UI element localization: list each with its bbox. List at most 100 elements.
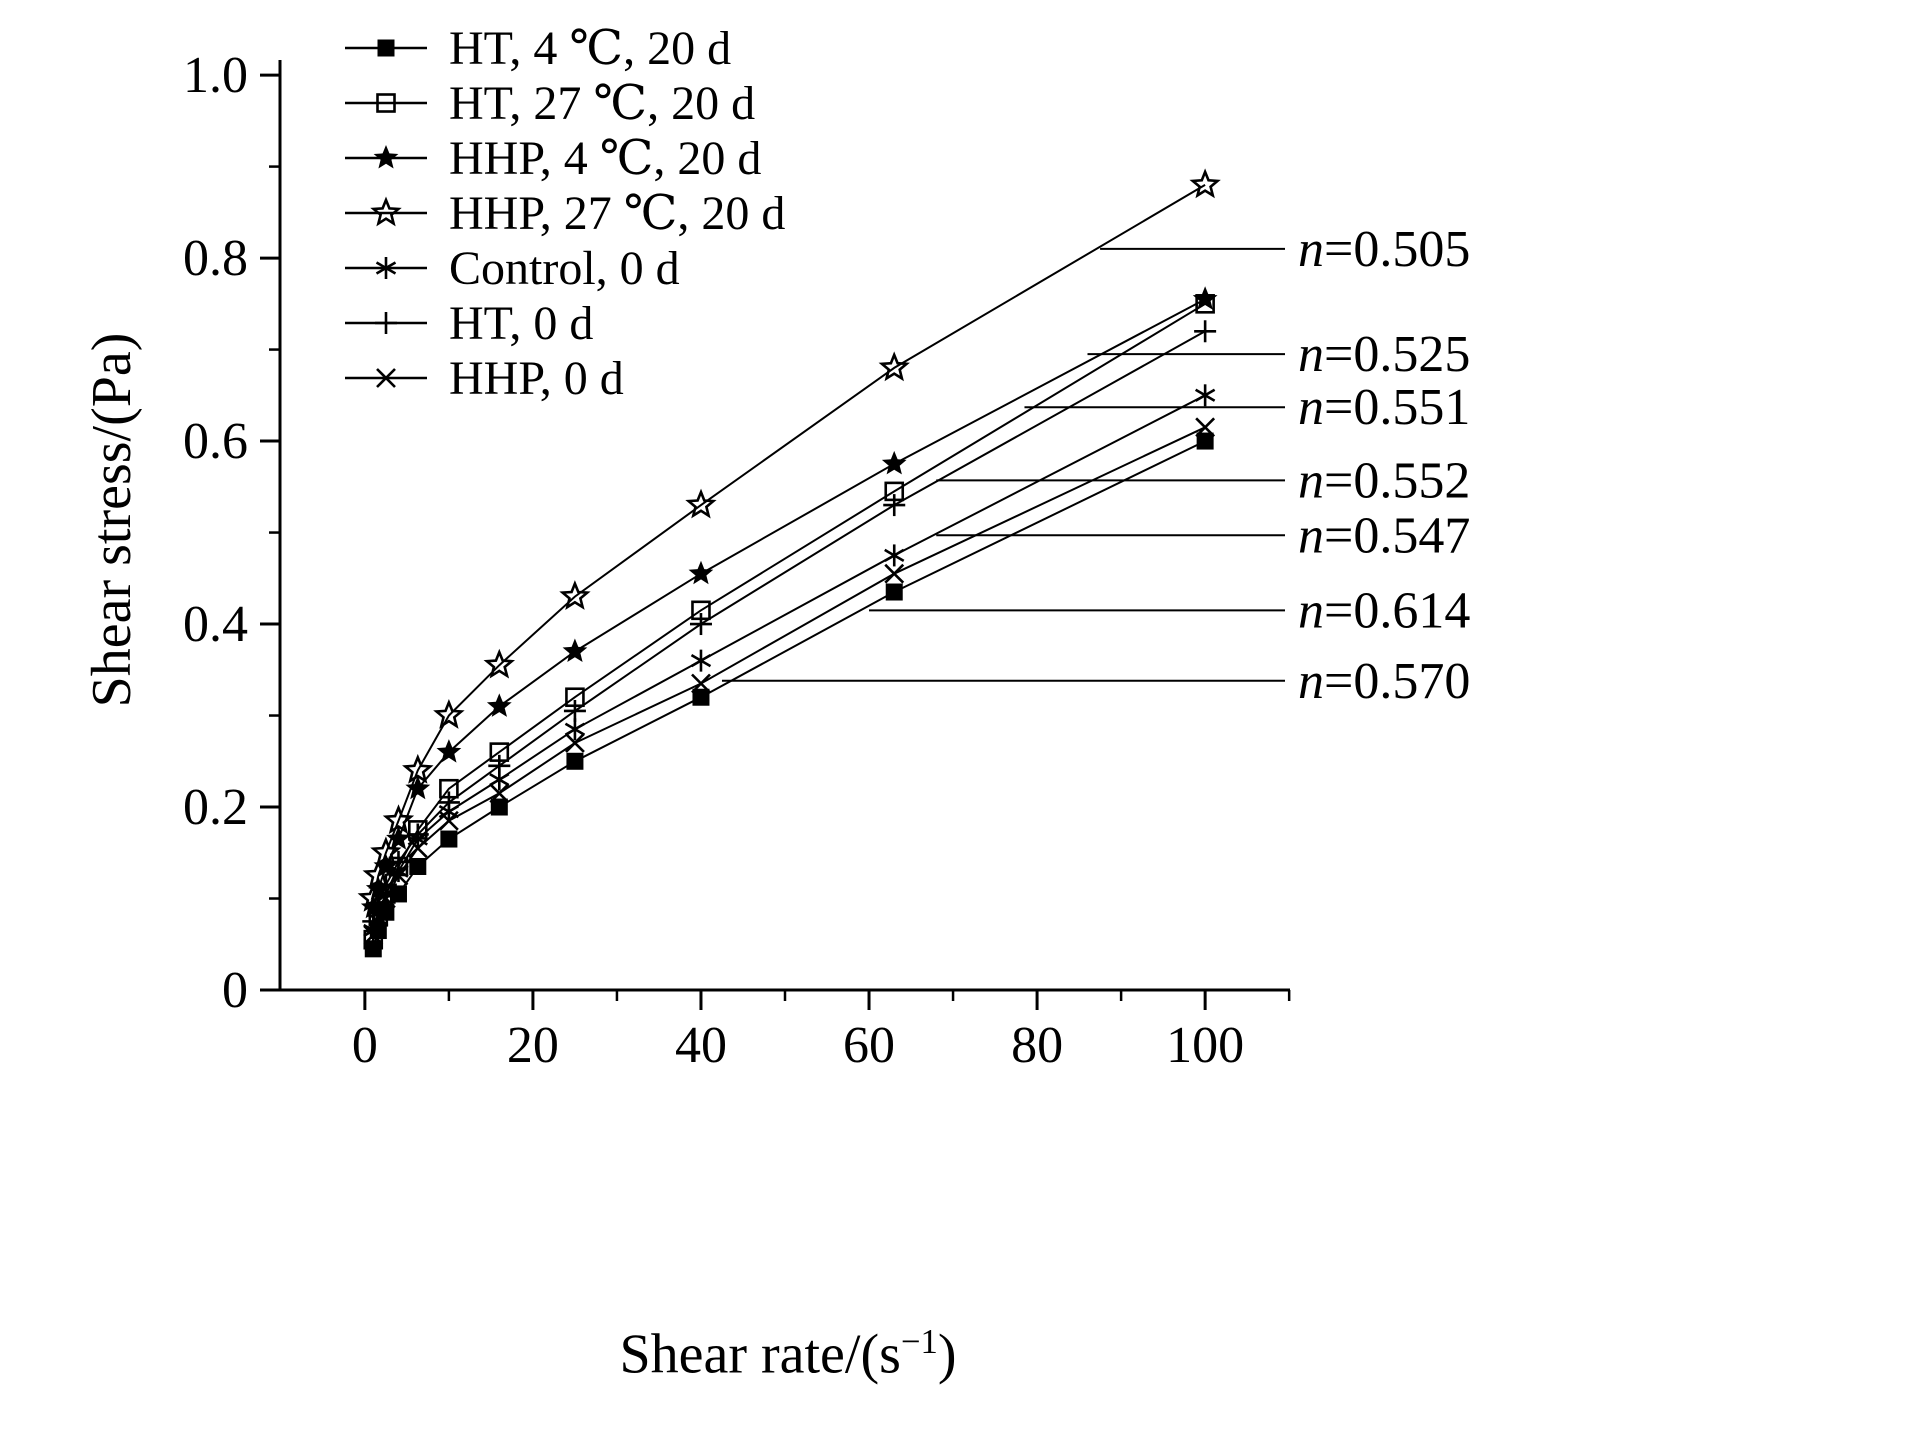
open-star-marker-icon [433,699,465,729]
annotation-label: n=0.547 [1298,507,1470,564]
annotation-n-0505: n=0.505 [1100,221,1470,278]
open-star-marker-icon [362,859,395,890]
asterisk-stroke [375,261,397,275]
series-ht-4-20-d [372,440,1206,950]
filled-star-shape [881,450,907,475]
legend-label: HHP, 4 ℃, 20 d [449,132,761,185]
x-tick-label: 40 [675,1017,727,1074]
filled-square-shape [566,752,584,770]
open-square-shape [376,93,396,113]
annotation-n-0547: n=0.547 [936,507,1470,564]
x-marker-icon [1195,417,1216,438]
open-star-marker-icon [402,753,434,784]
annotation-n-0570: n=0.570 [721,653,1470,710]
x-stroke [388,865,409,886]
series-markers-hhp-27-20-d [357,168,1221,912]
legend-label: HT, 27 ℃, 20 d [449,77,755,130]
annotation-value: =0.570 [1324,653,1470,710]
series-markers-ht-4-20-d [364,432,1214,958]
open-star-shape [370,196,402,227]
x-stroke [438,810,459,831]
filled-square-shape [490,798,508,816]
filled-star-shape [373,853,399,877]
annotation-label: n=0.552 [1298,452,1470,509]
open-star-marker-icon [382,804,415,835]
open-star-shape [370,836,402,867]
y-tick-label: 0.4 [183,596,248,653]
open-star-shape [433,699,465,729]
asterisk-marker-icon [690,649,712,672]
y-axis-title: Shear stress/(Pa) [81,332,143,708]
annotation-value: =0.525 [1324,326,1470,383]
annotation-n-0525: n=0.525 [1087,326,1470,383]
x-marker-icon [363,925,384,946]
annotation-label: n=0.551 [1298,379,1470,436]
filled-star-marker-icon [386,826,411,850]
y-tick-label: 0.2 [183,779,248,836]
plus-marker-icon [387,850,410,873]
y-tick-label: 0.6 [183,413,248,470]
filled-star-shape [373,145,399,169]
filled-star-shape [486,693,512,717]
asterisk-stroke [884,548,905,563]
legend-item-control-0-d: Control, 0 d [345,242,680,295]
filled-square-shape [440,830,458,848]
annotation-variable: n [1298,582,1324,639]
series-line [372,330,1206,922]
x-axis-title-superscript: −1 [900,1322,938,1361]
series-markers-ht-0-d [362,320,1217,933]
open-star-shape [362,859,395,890]
x-axis-title: Shear rate/(s−1) [619,1322,956,1387]
annotation-label: n=0.525 [1298,326,1470,383]
annotation-label: n=0.505 [1298,221,1470,278]
plus-marker-icon [367,892,390,915]
asterisk-stroke [1194,388,1216,402]
annotation-value: =0.552 [1324,452,1470,509]
legend-label: HHP, 0 d [449,352,624,405]
open-star-shape [1189,168,1221,199]
legend-item-hhp-27-20-d: HHP, 27 ℃, 20 d [345,187,785,240]
plus-marker-icon [375,312,397,334]
annotation-value: =0.547 [1324,507,1470,564]
series-group [357,168,1221,958]
y-tick-label: 1.0 [183,47,248,104]
plus-marker-icon [488,754,511,777]
filled-star-shape [436,739,462,763]
legend-label: HT, 4 ℃, 20 d [449,22,731,75]
filled-square-marker-icon [377,39,395,57]
plus-marker-icon [374,873,397,896]
open-star-shape [483,648,516,679]
annotation-variable: n [1298,452,1324,509]
x-stroke [375,888,396,909]
annotation-value: =0.551 [1324,379,1470,436]
asterisk-marker-icon [375,257,397,279]
filled-square-marker-icon [692,688,710,706]
x-axis-title-close: ) [937,1323,957,1386]
open-star-shape [685,488,717,519]
filled-square-marker-icon [409,857,427,875]
x-stroke [691,673,711,694]
plus-marker-icon [563,699,586,722]
plus-marker-icon [437,791,460,814]
x-stroke [376,368,396,388]
filled-square-marker-icon [440,830,458,848]
filled-square-marker-icon [490,798,508,816]
series-line [372,394,1206,931]
open-star-marker-icon [1189,168,1221,199]
annotation-variable: n [1298,379,1324,436]
legend-item-hhp-4-20-d: HHP, 4 ℃, 20 d [345,132,761,185]
series-control-0-d [372,394,1206,931]
x-stroke [565,733,585,753]
x-tick-label: 20 [507,1017,559,1074]
annotation-variable: n [1298,221,1324,278]
filled-square-marker-icon [566,752,584,770]
x-marker-icon [407,838,428,859]
series-line [372,440,1206,950]
x-stroke [489,783,510,804]
x-marker-icon [438,810,459,831]
legend-label: HHP, 27 ℃, 20 d [449,187,785,240]
filled-star-shape [562,638,588,662]
annotation-n-0614: n=0.614 [869,582,1470,639]
annotation-variable: n [1298,653,1324,710]
annotation-label: n=0.614 [1298,582,1470,639]
